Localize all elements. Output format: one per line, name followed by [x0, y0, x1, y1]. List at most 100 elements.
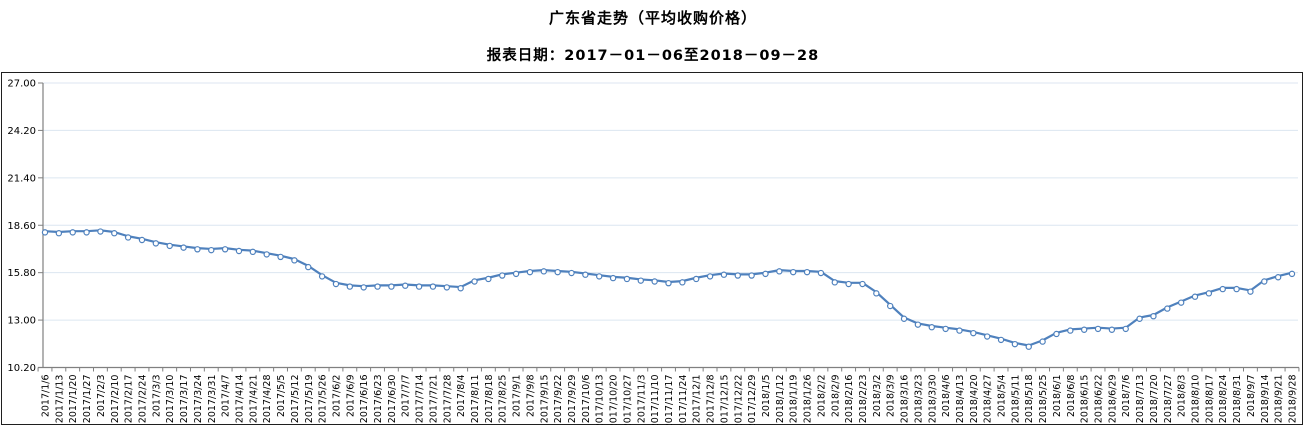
data-point-marker [970, 329, 977, 337]
x-tick-label: 2017/4/14 [234, 375, 245, 424]
x-tick-label: 2017/7/21 [428, 375, 439, 424]
data-point-marker [1261, 278, 1268, 285]
data-point-marker [956, 327, 963, 334]
data-point-marker [512, 270, 520, 278]
data-point-marker [748, 272, 755, 279]
x-tick-label: 2018/1/19 [789, 375, 800, 424]
x-tick-label: 2017/6/23 [373, 375, 384, 424]
x-tick-label: 2017/10/13 [595, 375, 606, 426]
x-tick-label: 2018/1/5 [761, 375, 772, 418]
x-tick-label: 2017/9/15 [539, 375, 550, 424]
data-point-marker [609, 274, 617, 282]
x-tick-label: 2017/3/17 [179, 375, 190, 424]
x-tick-label: 2017/9/29 [567, 375, 578, 424]
data-point-marker [249, 248, 257, 256]
x-tick-label: 2017/9/1 [512, 375, 523, 418]
data-point-marker [762, 270, 769, 278]
data-point-marker [873, 290, 880, 297]
x-tick-label: 2017/2/17 [124, 375, 135, 424]
data-point-marker [138, 236, 146, 244]
data-point-marker [914, 321, 922, 328]
data-point-marker [637, 277, 644, 284]
x-tick-label: 2017/8/25 [498, 375, 509, 424]
x-tick-label: 2017/7/7 [401, 375, 412, 418]
data-point-marker [55, 230, 63, 237]
x-tick-label: 2017/4/7 [221, 375, 232, 418]
x-tick-label: 2017/11/10 [650, 375, 661, 426]
data-point-marker [983, 333, 991, 340]
x-tick-label: 2017/2/3 [96, 375, 107, 418]
x-tick-label: 2017/1/13 [54, 375, 65, 424]
x-tick-label: 2017/12/8 [706, 375, 717, 424]
y-tick-label: 13.00 [7, 316, 36, 327]
data-point-marker [623, 275, 631, 283]
data-point-marker [1274, 274, 1282, 281]
x-tick-label: 2017/8/11 [470, 375, 481, 424]
x-tick-label: 2018/9/21 [1274, 375, 1285, 424]
x-tick-label: 2017/6/2 [331, 375, 342, 418]
data-point-marker [1191, 293, 1199, 300]
data-point-marker [596, 273, 603, 280]
data-point-marker [817, 269, 825, 277]
x-tick-label: 2017/8/18 [484, 375, 495, 424]
x-tick-label: 2018/8/17 [1204, 375, 1215, 424]
data-point-marker [776, 268, 783, 275]
x-tick-label: 2018/6/22 [1094, 375, 1105, 424]
data-point-marker [526, 268, 534, 276]
data-point-marker [443, 284, 451, 291]
data-point-marker [457, 285, 464, 292]
x-tick-label: 2018/2/2 [816, 375, 827, 418]
data-point-marker [928, 324, 935, 331]
y-tick-label: 24.20 [7, 126, 36, 137]
data-point-marker [790, 268, 797, 276]
x-tick-label: 2017/1/27 [82, 375, 93, 424]
x-tick-label: 2017/5/19 [304, 375, 315, 424]
data-point-marker [499, 272, 506, 279]
x-tick-label: 2017/3/10 [165, 375, 176, 424]
data-point-marker [554, 268, 561, 276]
x-tick-label: 2017/1/20 [68, 375, 79, 424]
data-point-marker [332, 280, 340, 288]
data-point-marker [180, 244, 187, 251]
x-tick-label: 2017/11/24 [678, 375, 689, 426]
x-tick-label: 2018/8/3 [1177, 375, 1188, 418]
x-tick-label: 2017/10/20 [609, 375, 620, 426]
data-point-marker [900, 315, 908, 322]
x-tick-label: 2017/6/30 [387, 375, 398, 424]
x-tick-label: 2018/9/14 [1260, 375, 1271, 424]
x-tick-label: 2018/6/29 [1107, 375, 1118, 424]
x-tick-label: 2018/3/9 [886, 375, 897, 418]
data-point-marker [1122, 325, 1129, 333]
data-point-marker [734, 272, 741, 279]
data-point-marker [651, 278, 658, 285]
data-point-marker [540, 268, 548, 275]
x-tick-label: 2017/7/14 [415, 375, 426, 424]
x-tick-label: 2018/7/27 [1163, 375, 1174, 424]
data-point-marker [485, 275, 492, 283]
line-chart-svg: 10.20 13.00 15.80 18.60 21.40 24.20 27.00 2017/… [1, 72, 1303, 425]
data-point-marker [360, 284, 367, 291]
data-point-marker [942, 325, 949, 333]
x-tick-label: 2017/2/10 [110, 375, 121, 424]
data-point-marker [221, 246, 229, 253]
data-point-marker [706, 273, 714, 280]
data-point-marker [1288, 270, 1296, 278]
x-tick-label: 2018/4/6 [941, 375, 952, 418]
chart-subtitle: 报表日期：2017－01－06至2018－09－28 [486, 48, 820, 64]
data-point-marker [845, 280, 852, 288]
x-tick-label: 2018/4/27 [983, 374, 994, 423]
x-tick-label: 2017/3/24 [193, 375, 204, 424]
data-point-marker [1094, 325, 1102, 333]
x-tick-label: 2017/5/12 [290, 375, 301, 424]
data-point-marker [415, 283, 423, 290]
data-point-marker [720, 271, 728, 278]
data-point-marker [568, 269, 575, 277]
x-tick-label: 2017/12/1 [692, 375, 703, 424]
x-tick-label: 2018/7/6 [1121, 375, 1132, 418]
x-tick-label: 2018/3/16 [900, 375, 911, 424]
x-tick-label: 2018/5/4 [997, 375, 1008, 418]
x-tick-label: 2018/6/1 [1052, 375, 1063, 418]
data-point-marker [1025, 343, 1032, 350]
y-tick-label: 27.00 [7, 79, 36, 90]
